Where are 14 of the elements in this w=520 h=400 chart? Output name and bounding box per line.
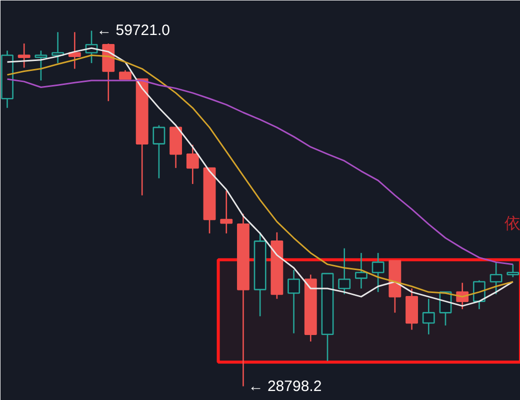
candlestick (490, 262, 502, 295)
candlestick (304, 274, 317, 342)
annotation: ← 28798.2 (248, 378, 322, 395)
candlestick (18, 42, 30, 68)
candlestick (186, 144, 199, 185)
candlestick (288, 269, 300, 334)
candlestick (355, 252, 368, 290)
candlestick (220, 190, 233, 234)
annotation: ← 59721.0 (96, 22, 170, 40)
candlestick (68, 31, 81, 70)
annotation: 依 (504, 214, 520, 232)
candlestick (372, 252, 384, 293)
candlestick (422, 298, 435, 336)
candlestick (237, 213, 250, 387)
